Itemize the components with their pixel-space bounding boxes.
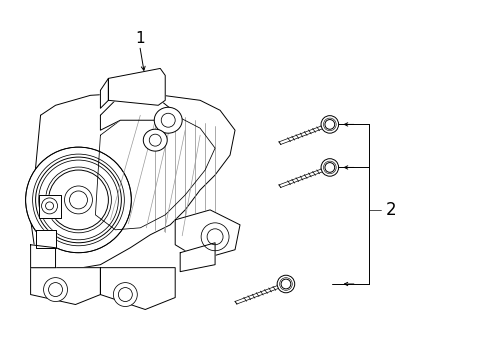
- Polygon shape: [31, 268, 100, 305]
- Ellipse shape: [69, 191, 87, 209]
- Ellipse shape: [325, 120, 334, 129]
- Ellipse shape: [201, 223, 228, 251]
- Ellipse shape: [281, 279, 290, 289]
- Ellipse shape: [143, 129, 167, 151]
- Polygon shape: [100, 78, 108, 108]
- Ellipse shape: [277, 275, 294, 293]
- Ellipse shape: [161, 113, 175, 127]
- Ellipse shape: [154, 107, 182, 133]
- Ellipse shape: [149, 134, 161, 146]
- Polygon shape: [31, 245, 56, 268]
- Polygon shape: [39, 195, 61, 218]
- Ellipse shape: [41, 198, 58, 214]
- Text: 1: 1: [135, 31, 144, 46]
- Polygon shape: [36, 230, 56, 248]
- Polygon shape: [180, 243, 215, 272]
- Polygon shape: [95, 112, 215, 230]
- Ellipse shape: [321, 116, 338, 133]
- Polygon shape: [100, 268, 175, 310]
- Ellipse shape: [25, 147, 131, 253]
- Text: 2: 2: [385, 202, 396, 220]
- Polygon shape: [100, 100, 175, 130]
- Ellipse shape: [45, 202, 53, 210]
- Ellipse shape: [43, 278, 67, 302]
- Ellipse shape: [321, 159, 338, 176]
- Polygon shape: [31, 92, 235, 270]
- Ellipse shape: [113, 283, 137, 306]
- Polygon shape: [108, 68, 165, 105]
- Ellipse shape: [48, 170, 108, 230]
- Ellipse shape: [36, 157, 121, 243]
- Ellipse shape: [118, 288, 132, 302]
- Ellipse shape: [48, 283, 62, 297]
- Ellipse shape: [325, 163, 334, 172]
- Ellipse shape: [207, 229, 223, 245]
- Polygon shape: [175, 210, 240, 260]
- Ellipse shape: [64, 186, 92, 214]
